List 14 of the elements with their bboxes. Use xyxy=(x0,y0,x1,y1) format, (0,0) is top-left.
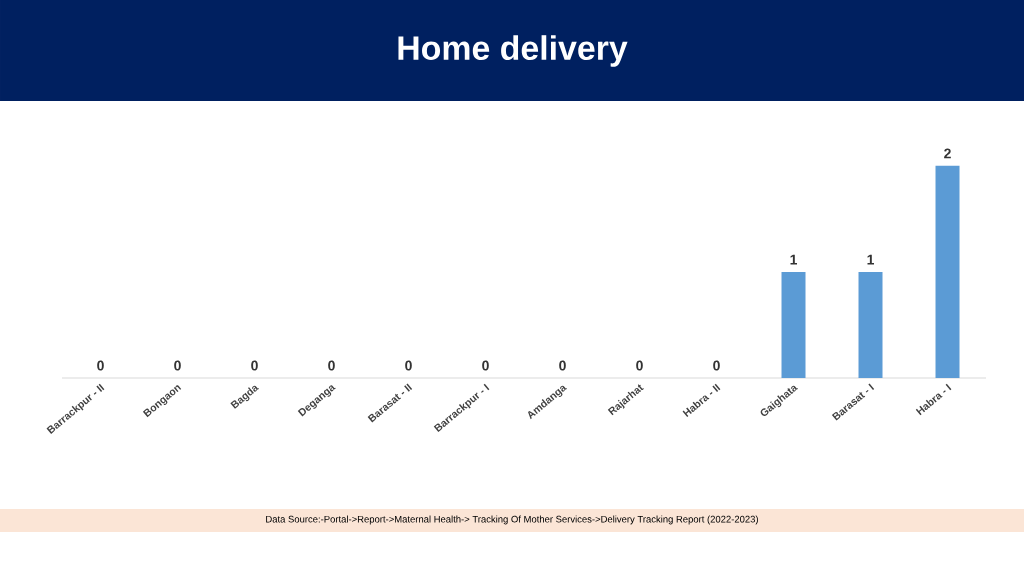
source-note: Data Source:-Portal->Report->Maternal Health-> Tracking Of Mother Services->Delivery Tracking Report (2022-2023) xyxy=(266,515,758,525)
data-label: 1 xyxy=(790,254,798,265)
data-label: 2 xyxy=(944,148,951,159)
data-label: 0 xyxy=(328,360,335,371)
chart-title: Home delivery xyxy=(398,35,628,67)
data-label: 0 xyxy=(251,360,258,371)
data-label: 1 xyxy=(867,254,875,265)
data-label: 0 xyxy=(559,360,566,371)
data-label: 0 xyxy=(174,360,181,371)
data-label: 0 xyxy=(405,360,412,371)
data-label: 0 xyxy=(636,360,643,371)
data-label: 0 xyxy=(713,360,720,371)
data-label: 0 xyxy=(97,360,104,371)
data-label: 0 xyxy=(482,360,489,371)
